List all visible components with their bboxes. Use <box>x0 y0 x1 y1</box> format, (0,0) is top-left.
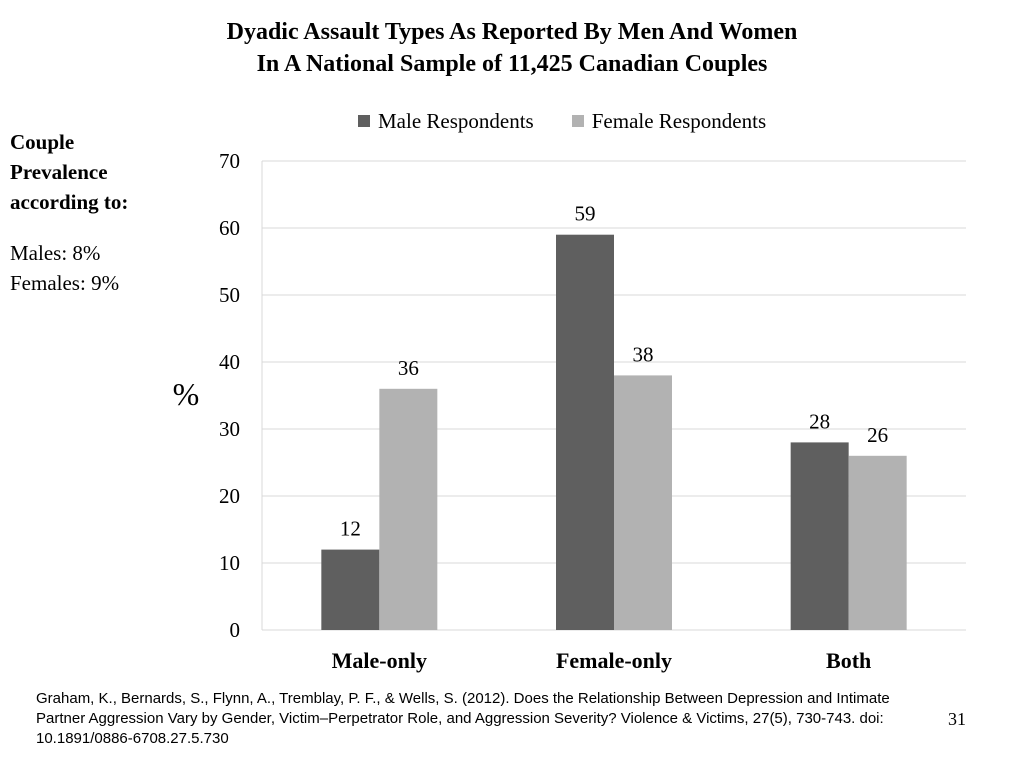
data-label: 36 <box>398 356 419 380</box>
y-tick-label: 60 <box>219 216 240 240</box>
legend-label-female: Female Respondents <box>591 108 767 133</box>
y-tick-label: 10 <box>219 551 240 575</box>
legend-label-male: Male Respondents <box>378 108 534 133</box>
y-tick-label: 40 <box>219 350 240 374</box>
y-tick-label: 50 <box>219 283 240 307</box>
bar <box>556 234 614 630</box>
bar <box>790 442 849 630</box>
legend-item-male-respondents: Male Respondents <box>358 109 534 134</box>
y-tick-label: 0 <box>230 618 241 642</box>
y-tick-label: 20 <box>219 484 240 508</box>
x-category-label: Female-only <box>556 648 672 673</box>
data-label: 12 <box>340 517 361 541</box>
chart-legend: Male Respondents Female Respondents <box>358 106 766 136</box>
bar-chart: 0 10 20 30 40 50 60 70% 12 36 Male-only 59 38 Female-… <box>173 149 966 673</box>
prevalence-heading-line: Prevalence <box>10 160 108 184</box>
citation: Graham, K., Bernards, S., Flynn, A., Tre… <box>36 690 890 747</box>
data-label: 59 <box>575 202 596 226</box>
prevalence-heading-line: according to: <box>10 190 129 214</box>
prevalence-sidebar: Couple Prevalence according to: Males: 8… <box>10 127 180 298</box>
data-label: 28 <box>809 409 830 433</box>
females-prevalence: Females: 9% <box>10 271 120 295</box>
males-prevalence: Males: 8% <box>10 241 101 265</box>
bar <box>848 455 907 630</box>
legend-swatch-male <box>358 115 370 127</box>
title-line-1: Dyadic Assault Types As Reported By Men … <box>226 19 798 45</box>
y-axis-label: % <box>173 376 200 412</box>
x-category-label: Male-only <box>332 648 427 673</box>
title-line-2: In A National Sample of 11,425 Canadian … <box>256 51 768 77</box>
bar <box>321 549 380 630</box>
y-tick-label: 30 <box>219 417 240 441</box>
legend-item-female-respondents: Female Respondents <box>571 108 767 134</box>
y-tick-label: 70 <box>219 149 240 173</box>
bar <box>379 388 438 630</box>
prevalence-heading: Couple Prevalence according to: <box>10 127 180 217</box>
prevalence-heading-line: Couple <box>10 130 75 154</box>
data-label: 38 <box>633 342 654 366</box>
slide-title: Dyadic Assault Types As Reported By Men … <box>0 16 1024 80</box>
data-label: 26 <box>867 423 888 447</box>
bar <box>614 375 672 630</box>
legend-swatch-female <box>571 115 584 127</box>
x-category-label: Both <box>826 648 871 673</box>
page-number: 31 <box>948 709 966 729</box>
